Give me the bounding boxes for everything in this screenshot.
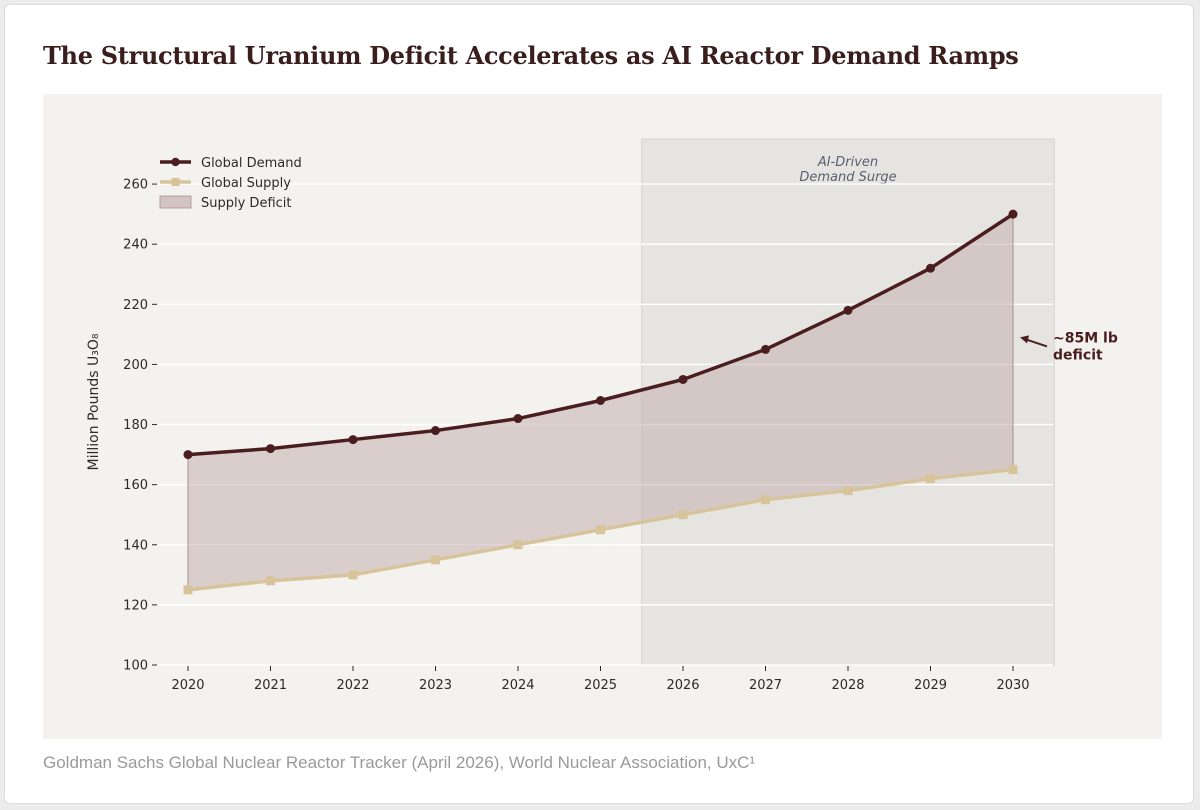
x-tick-label: 2025 <box>584 678 617 693</box>
legend-deficit-swatch <box>159 195 192 209</box>
supply-point <box>266 576 275 586</box>
demand-point <box>596 395 605 405</box>
supply-point <box>761 495 770 505</box>
source-note: Goldman Sachs Global Nuclear Reactor Tra… <box>43 753 756 772</box>
supply-point <box>1008 465 1018 475</box>
legend-demand-marker <box>171 157 180 167</box>
x-tick-label: 2028 <box>831 678 864 693</box>
annotation-arrowhead <box>1020 335 1029 344</box>
x-tick-label: 2021 <box>254 678 287 693</box>
demand-point <box>183 450 193 460</box>
x-tick-label: 2022 <box>336 678 369 693</box>
x-tick-label: 2029 <box>914 678 947 693</box>
legend-supply-label: Global Supply <box>201 176 291 191</box>
legend-demand-label: Global Demand <box>201 156 302 171</box>
surge-label-line2: Demand Surge <box>799 170 896 185</box>
legend-supply-marker <box>171 178 180 186</box>
demand-point <box>266 444 275 454</box>
demand-point <box>348 435 358 445</box>
x-tick-label: 2024 <box>501 678 534 693</box>
annotation-arrow <box>1025 338 1048 348</box>
x-tick-label: 2030 <box>996 678 1029 693</box>
supply-point <box>513 540 523 550</box>
chart-card: The Structural Uranium Deficit Accelerat… <box>4 4 1194 804</box>
supply-point <box>431 555 440 565</box>
supply-point <box>183 585 193 595</box>
supply-point <box>596 525 605 535</box>
demand-point <box>513 414 523 424</box>
y-tick-label: 220 <box>123 298 148 313</box>
y-tick-label: 240 <box>123 238 148 253</box>
x-tick-label: 2023 <box>419 678 452 693</box>
supply-point <box>348 570 358 580</box>
supply-point <box>926 474 935 484</box>
annotation-line2: deficit <box>1053 347 1103 363</box>
chart-area: AI-Driven Demand Surge 100 120 140 160 180 200… <box>43 94 1162 739</box>
supply-point <box>678 510 688 520</box>
chart-title: The Structural Uranium Deficit Accelerat… <box>43 41 1019 70</box>
demand-point <box>843 305 853 315</box>
y-tick-label: 200 <box>123 358 148 373</box>
demand-point <box>1008 209 1018 219</box>
demand-point <box>926 263 935 273</box>
y-tick-label: 120 <box>123 598 148 613</box>
y-tick-label: 160 <box>123 478 148 493</box>
y-tick-label: 180 <box>123 418 148 433</box>
demand-point <box>761 344 770 354</box>
y-tick-label: 100 <box>123 659 148 674</box>
y-tick-label: 140 <box>123 538 148 553</box>
x-tick-label: 2020 <box>171 678 204 693</box>
surge-label-line1: AI-Driven <box>817 155 878 170</box>
supply-point <box>843 486 853 496</box>
y-axis-label: Million Pounds U₃O₈ <box>86 333 102 470</box>
demand-point <box>431 426 440 436</box>
x-tick-label: 2027 <box>749 678 782 693</box>
annotation-line1: ~85M lb <box>1053 330 1118 346</box>
y-tick-label: 260 <box>123 178 148 193</box>
legend-deficit-label: Supply Deficit <box>201 196 292 211</box>
demand-point <box>678 374 688 384</box>
x-tick-label: 2026 <box>666 678 699 693</box>
